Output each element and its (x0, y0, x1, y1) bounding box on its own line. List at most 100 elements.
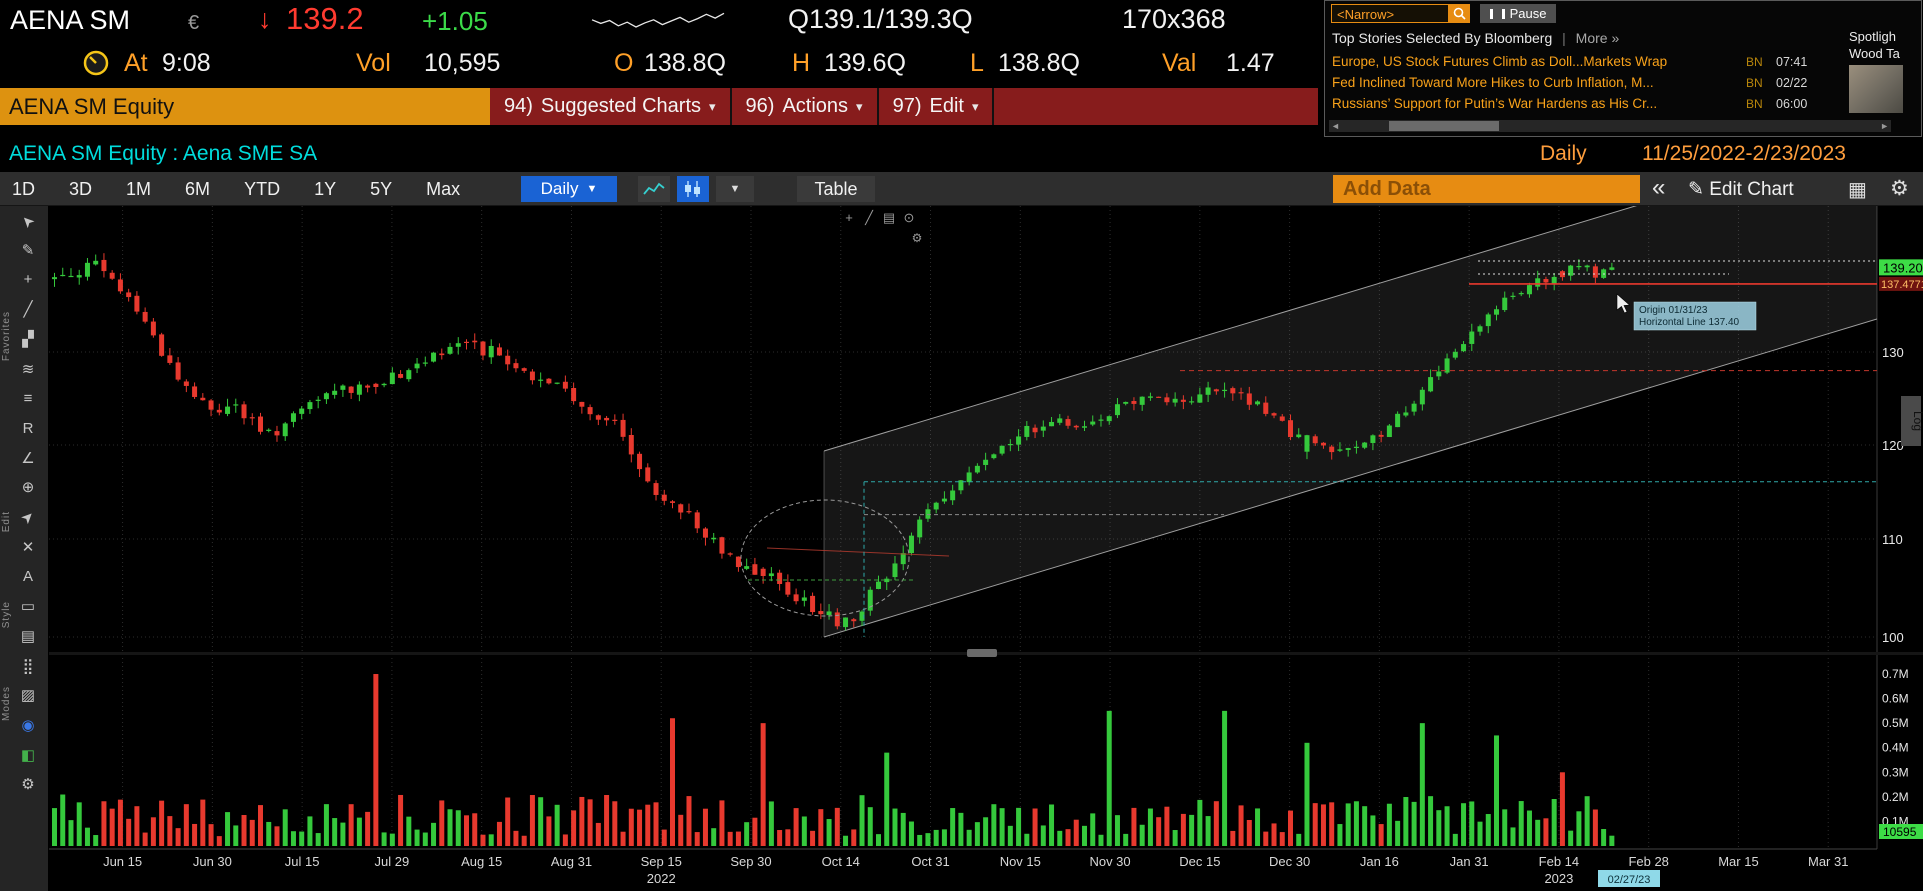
range-button-5y[interactable]: 5Y (370, 178, 393, 199)
chart-settings-tool[interactable]: ⚙ (21, 776, 35, 794)
channel-tool[interactable]: ▞ (22, 330, 34, 348)
svg-text:0.4M: 0.4M (1882, 741, 1909, 755)
search-icon[interactable] (1449, 4, 1470, 23)
menu-edit[interactable]: 97) Edit ▾ (879, 88, 995, 125)
select-tool[interactable]: ➤ (17, 507, 39, 529)
svg-text:0.5M: 0.5M (1882, 716, 1909, 730)
pattern-tool[interactable]: ▨ (20, 687, 36, 705)
menu-item-number: 94) (504, 95, 533, 117)
svg-text:╱: ╱ (864, 209, 874, 226)
news-headline[interactable]: Europe, US Stock Futures Climb as Doll..… (1332, 54, 1668, 69)
mode-circle-tool[interactable]: ◉ (21, 716, 35, 734)
low-label: L (970, 49, 984, 77)
chart-mini-toolbar[interactable]: + ╱ ▤ ⊙ ⚙ (845, 209, 922, 245)
palette-tool[interactable]: ◧ (20, 746, 36, 764)
chart-date-range[interactable]: 11/25/2022-2/23/2023 (1642, 142, 1846, 165)
grid-tool[interactable]: ⣿ (22, 657, 34, 675)
svg-text:Jul 15: Jul 15 (285, 854, 320, 869)
fib-retracement-tool[interactable]: ≡ (23, 390, 33, 408)
gridlines (49, 206, 1878, 849)
layers-tool[interactable]: ▤ (20, 627, 36, 645)
news-scrollbar[interactable]: ◄ ► (1329, 120, 1891, 132)
svg-text:Mar 31: Mar 31 (1808, 854, 1848, 869)
spotlight-label[interactable]: Spotligh (1849, 29, 1896, 44)
bid-ask-quote: Q139.1/139.3Q (788, 4, 973, 34)
news-time: 06:00 (1776, 96, 1808, 111)
regression-tool[interactable]: R (22, 419, 34, 437)
wave-tool[interactable]: ≋ (21, 360, 35, 378)
angle-tool[interactable]: ∠ (21, 449, 35, 467)
svg-text:Sep 15: Sep 15 (641, 854, 682, 869)
news-item[interactable]: Fed Inclined Toward More Hikes to Curb I… (1332, 72, 1844, 93)
range-button-max[interactable]: Max (426, 178, 461, 199)
open-label: O (614, 49, 634, 77)
cursor-tool[interactable]: ➤ (17, 210, 39, 232)
news-item[interactable]: Europe, US Stock Futures Climb as Doll..… (1332, 51, 1844, 72)
range-button-1m[interactable]: 1M (126, 178, 152, 199)
svg-text:Jan 31: Jan 31 (1450, 854, 1489, 869)
svg-text:Feb 28: Feb 28 (1628, 854, 1668, 869)
log-scale-tab (1901, 396, 1921, 446)
range-button-1d[interactable]: 1D (12, 178, 36, 199)
price-down-arrow-icon: ↓ (258, 4, 272, 34)
svg-text:Jun 15: Jun 15 (103, 854, 142, 869)
at-label: At (124, 49, 148, 77)
scroll-right-icon[interactable]: ► (1880, 121, 1889, 131)
annotations[interactable] (740, 260, 1877, 637)
news-headline[interactable]: Russians’ Support for Putin’s War Harden… (1332, 96, 1658, 111)
line-chart-type-button[interactable] (638, 176, 670, 202)
at-time: 9:08 (162, 49, 211, 77)
news-header: Top Stories Selected By Bloomberg | More… (1332, 30, 1619, 46)
pane-divider-handle[interactable] (967, 649, 997, 657)
text-annotation-tool[interactable]: A (22, 568, 33, 586)
vol-label: Vol (356, 49, 391, 77)
candle-chart-type-button[interactable] (677, 176, 709, 202)
trend-channel[interactable] (823, 206, 1877, 638)
chart-options-icon[interactable]: ▦ (1848, 179, 1867, 201)
chart-type-dropdown[interactable]: ▼ (716, 176, 754, 202)
rectangle-tool[interactable]: ▭ (20, 598, 36, 616)
svg-text:120: 120 (1882, 438, 1904, 453)
svg-text:0.6M: 0.6M (1882, 692, 1909, 706)
move-tool[interactable]: ⊕ (21, 479, 35, 497)
gear-icon[interactable]: ⚙ (1890, 177, 1909, 200)
scroll-left-icon[interactable]: ◄ (1331, 121, 1340, 131)
price-chart[interactable]: + ╱ ▤ ⊙ ⚙ 100 110 120 130 0.7M 0.6M 0.5M 0.4M 0.3M 0.2… (49, 206, 1923, 891)
news-thumbnail-image[interactable] (1849, 65, 1903, 113)
range-button-ytd[interactable]: YTD (244, 178, 281, 199)
collapse-panel-icon[interactable]: « (1652, 174, 1666, 201)
price-change: +1.05 (422, 6, 488, 36)
chart-period[interactable]: Daily (1540, 142, 1587, 165)
erase-tool[interactable]: ✕ (21, 538, 35, 556)
menu-suggested-charts[interactable]: 94) Suggested Charts ▾ (490, 88, 732, 125)
val-value: 1.47 (1226, 49, 1275, 77)
range-button-3d[interactable]: 3D (69, 178, 93, 199)
news-item[interactable]: Russians’ Support for Putin’s War Harden… (1332, 93, 1844, 114)
spotlight-label2[interactable]: Wood Ta (1849, 46, 1900, 61)
frequency-dropdown[interactable]: Daily ▼ (521, 176, 617, 202)
menu-actions[interactable]: 96) Actions ▾ (732, 88, 879, 125)
pencil-tool[interactable]: ✎ (21, 241, 35, 259)
news-header-title: Top Stories Selected By Bloomberg (1332, 30, 1553, 46)
news-more-link[interactable]: More » (1575, 30, 1620, 46)
security-input[interactable]: AENA SM Equity (0, 88, 491, 125)
add-data-input[interactable]: Add Data (1333, 175, 1640, 203)
table-button[interactable]: Table (797, 176, 875, 202)
last-price-badge (1879, 259, 1923, 276)
range-button-6m[interactable]: 6M (185, 178, 211, 199)
bid-ask-size: 170x368 (1122, 4, 1226, 34)
news-filter-input[interactable]: <Narrow> (1331, 4, 1449, 23)
sidebar-section-edit: Edit (1, 511, 12, 533)
crosshair-tool[interactable]: + (23, 271, 33, 289)
ticker-symbol: AENA SM (10, 5, 131, 35)
svg-text:⊙: ⊙ (904, 210, 915, 225)
range-button-1y[interactable]: 1Y (314, 178, 337, 199)
trendline-tool[interactable]: ╱ (23, 301, 33, 319)
scrollbar-thumb[interactable] (1389, 121, 1499, 131)
pause-button[interactable]: Pause (1480, 4, 1556, 23)
svg-text:139.20: 139.20 (1883, 260, 1923, 275)
edit-chart-button[interactable]: ✎ Edit Chart (1688, 179, 1794, 200)
vol-value: 10,595 (424, 49, 501, 77)
news-headline[interactable]: Fed Inclined Toward More Hikes to Curb I… (1332, 75, 1654, 90)
pause-icon (1489, 9, 1505, 19)
